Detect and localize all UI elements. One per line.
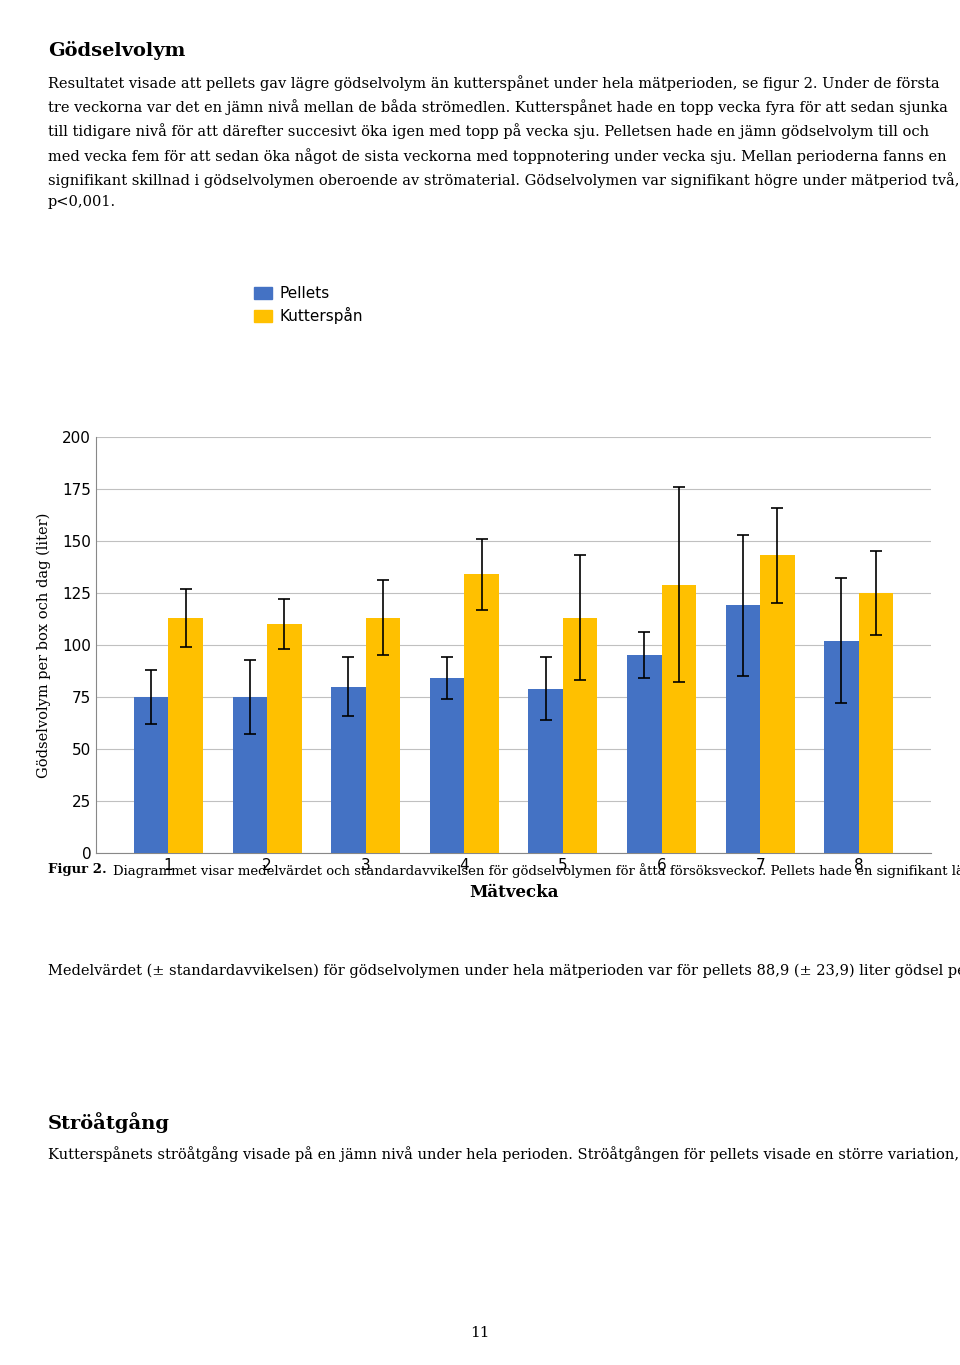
Bar [366, 618, 400, 853]
Bar [232, 698, 267, 853]
Text: Kutterspånets ströåtgång visade på en jämn nivå under hela perioden. Ströåtgånge: Kutterspånets ströåtgång visade på en jä… [48, 1147, 960, 1163]
Bar [168, 618, 203, 853]
Bar [661, 584, 696, 853]
Text: Diagrammet visar medelvärdet och standardavvikelsen för gödselvolymen för åtta f: Diagrammet visar medelvärdet och standar… [113, 863, 960, 878]
Bar [465, 575, 499, 853]
X-axis label: Mätvecka: Mätvecka [468, 885, 559, 901]
Legend: Pellets, Kutterspån: Pellets, Kutterspån [254, 287, 364, 325]
Bar [563, 618, 597, 853]
Bar [627, 655, 661, 853]
Text: Figur 2.: Figur 2. [48, 863, 107, 876]
Bar [528, 689, 563, 853]
Text: 11: 11 [470, 1327, 490, 1340]
Text: Resultatet visade att pellets gav lägre gödselvolym än kutterspånet under hela m: Resultatet visade att pellets gav lägre … [48, 75, 959, 209]
Bar [726, 606, 760, 853]
Text: Gödselvolym: Gödselvolym [48, 41, 185, 60]
Text: Medelvärdet (± standardavvikelsen) för gödselvolymen under hela mätperioden var : Medelvärdet (± standardavvikelsen) för g… [48, 962, 960, 979]
Text: Ströåtgång: Ströåtgång [48, 1112, 170, 1133]
Bar [430, 678, 465, 853]
Bar [760, 556, 795, 853]
Bar [859, 592, 893, 853]
Bar [267, 624, 301, 853]
Bar [331, 687, 366, 853]
Bar [134, 698, 168, 853]
Bar [825, 640, 859, 853]
Y-axis label: Gödselvolym per box och dag (liter): Gödselvolym per box och dag (liter) [36, 512, 51, 778]
